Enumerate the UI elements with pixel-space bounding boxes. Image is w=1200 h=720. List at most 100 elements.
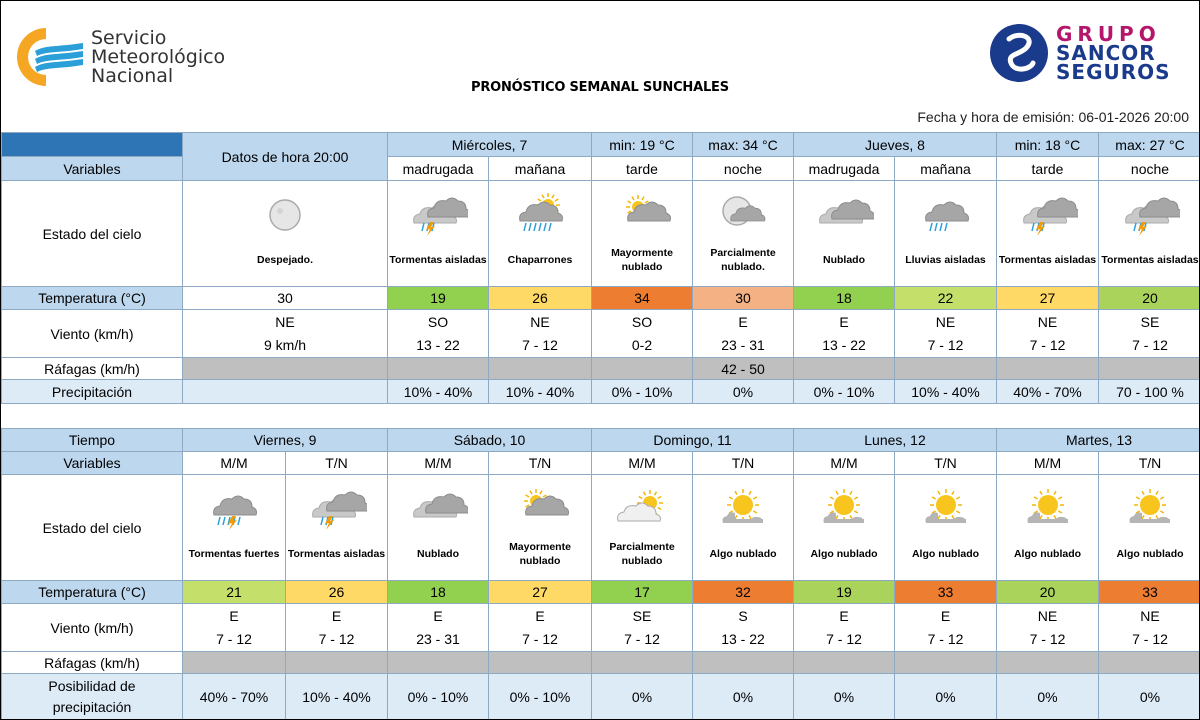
- period-label: madrugada: [793, 156, 895, 181]
- day-max: max: 27 °C: [1098, 132, 1199, 157]
- variables-label: Variables: [1, 156, 183, 181]
- period-label: tarde: [996, 156, 1099, 181]
- cloudy-icon: [389, 487, 488, 539]
- period-condition-cell: Parcialmente nublado.: [692, 180, 794, 287]
- mostly-cloudy-icon: [490, 487, 591, 539]
- period-wind-dir: NE: [935, 313, 956, 330]
- period-label: T/N: [894, 451, 997, 475]
- period-condition-cell: Tormentas fuertes: [182, 474, 286, 581]
- period-condition-cell: Algo nublado: [793, 474, 895, 581]
- period-wind-dir: NE: [1037, 607, 1058, 624]
- period-precip: 40% - 70%: [996, 379, 1099, 404]
- period-wind: SO 0-2: [591, 309, 693, 358]
- period-wind-speed: 0-2: [631, 336, 653, 353]
- rain-icon: [896, 193, 996, 245]
- period-gust: [1097, 651, 1199, 674]
- period-precip: 0%: [692, 379, 794, 404]
- period-wind-dir: S: [738, 607, 748, 624]
- period-condition-cell: Nublado: [793, 180, 895, 287]
- period-condition-cell: Algo nublado: [1097, 474, 1199, 581]
- smn-logo: Servicio Meteorológico Nacional: [13, 25, 225, 89]
- temperatura-label: Temperatura (°C): [1, 580, 183, 604]
- period-temp: 30: [692, 286, 794, 310]
- period-temp: 26: [488, 286, 592, 310]
- current-condition: Despejado.: [256, 253, 314, 266]
- period-wind: NE 7 - 12: [488, 309, 592, 358]
- period-wind: E 7 - 12: [793, 603, 895, 652]
- storm-icon: [389, 193, 488, 245]
- current-wind-dir: NE: [275, 313, 295, 330]
- period-temp: 33: [894, 580, 997, 604]
- period-label: tarde: [591, 156, 693, 181]
- period-precip: 10% - 40%: [488, 379, 592, 404]
- posibilidad-label: Posibilidad de precipitación: [1, 673, 183, 719]
- period-wind: SE 7 - 12: [1098, 309, 1199, 358]
- period-wind-dir: E: [940, 607, 951, 624]
- period-condition-cell: Tormentas aisladas: [387, 180, 489, 287]
- sancor-logo-icon: [990, 24, 1048, 82]
- sun-cloud-icon: [1100, 487, 1199, 539]
- estado-label: Estado del cielo: [1, 474, 183, 581]
- day-min: min: 19 °C: [591, 132, 693, 157]
- period-condition: Algo nublado: [810, 547, 878, 560]
- period-wind: NE 7 - 12: [894, 309, 997, 358]
- period-label: noche: [1098, 156, 1199, 181]
- period-wind-dir: SO: [427, 313, 449, 330]
- period-condition-cell: Algo nublado: [894, 474, 997, 581]
- period-precip: 0% - 10%: [387, 673, 489, 719]
- period-gust: [387, 357, 489, 380]
- variables-label: Variables: [1, 451, 183, 475]
- period-wind-dir: E: [535, 607, 545, 624]
- period-condition: Nublado: [417, 547, 459, 560]
- period-label: M/M: [793, 451, 895, 475]
- period-condition-cell: Tormentas aisladas: [285, 474, 388, 581]
- period-label: T/N: [1097, 451, 1199, 475]
- period-condition-cell: Parcialmente nublado: [591, 474, 693, 581]
- viento-label: Viento (km/h): [1, 603, 183, 652]
- day-name: Jueves, 8: [793, 132, 997, 157]
- posibilidad-label-line1: Posibilidad de: [48, 677, 136, 694]
- period-condition: Nublado: [823, 253, 865, 266]
- period-wind-speed: 7 - 12: [927, 630, 964, 647]
- period-label: T/N: [692, 451, 794, 475]
- period-precip: 0%: [793, 673, 895, 719]
- period-wind: NE 7 - 12: [996, 309, 1099, 358]
- period-precip: 0%: [591, 673, 693, 719]
- rafagas-label: Ráfagas (km/h): [1, 651, 183, 674]
- period-precip: 0%: [996, 673, 1099, 719]
- period-condition-cell: Chaparrones: [488, 180, 592, 287]
- period-wind: SE 7 - 12: [591, 603, 693, 652]
- period-condition-cell: Tormentas aisladas: [996, 180, 1099, 287]
- period-condition: Mayormente nublado: [611, 246, 673, 273]
- period-label: M/M: [387, 451, 489, 475]
- period-temp: 27: [996, 286, 1099, 310]
- current-condition-cell: Despejado.: [182, 180, 388, 287]
- period-wind-speed: 23 - 31: [721, 336, 765, 353]
- mostly-cloudy-icon: [593, 193, 692, 245]
- current-wind-speed: 9 km/h: [263, 336, 306, 353]
- period-precip: 0% - 10%: [591, 379, 693, 404]
- period-wind-speed: 13 - 22: [721, 630, 765, 647]
- period-wind-speed: 7 - 12: [826, 630, 862, 647]
- period-temp: 19: [793, 580, 895, 604]
- current-temp: 30: [182, 286, 388, 310]
- period-label: noche: [692, 156, 794, 181]
- period-temp: 32: [692, 580, 794, 604]
- period-condition: Mayormente nublado: [509, 540, 571, 567]
- day-max: max: 34 °C: [692, 132, 794, 157]
- period-wind-speed: 7 - 12: [216, 630, 252, 647]
- period-wind-speed: 13 - 22: [416, 336, 460, 353]
- sun-cloud-icon: [896, 487, 996, 539]
- period-condition-cell: Algo nublado: [996, 474, 1099, 581]
- period-wind-dir: NE: [530, 313, 550, 330]
- period-temp: 20: [996, 580, 1099, 604]
- header-blank: [1, 132, 183, 157]
- period-gust: [488, 651, 592, 674]
- period-condition: Tormentas fuertes: [188, 547, 280, 560]
- period-condition: Tormentas aisladas: [389, 253, 487, 266]
- day-name: Viernes, 9: [182, 428, 388, 452]
- period-precip: 10% - 40%: [894, 379, 997, 404]
- partly-cloudy-night-icon: [694, 193, 793, 245]
- period-temp: 27: [488, 580, 592, 604]
- period-wind-speed: 7 - 12: [624, 630, 660, 647]
